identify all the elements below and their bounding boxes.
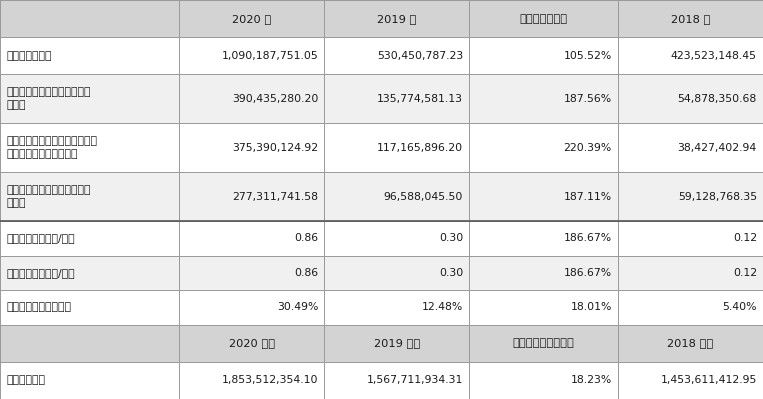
Bar	[469, 221, 618, 256]
Text: 总资产（元）: 总资产（元）	[6, 375, 45, 385]
Bar	[0, 221, 179, 256]
Text: 375,390,124.92: 375,390,124.92	[232, 143, 318, 153]
Text: 1,090,187,751.05: 1,090,187,751.05	[221, 51, 318, 61]
Text: 18.23%: 18.23%	[571, 375, 612, 385]
Text: 187.56%: 187.56%	[564, 94, 612, 104]
Text: 2019 年末: 2019 年末	[374, 338, 420, 348]
Bar	[179, 37, 324, 74]
Bar	[324, 221, 469, 256]
Text: 186.67%: 186.67%	[564, 268, 612, 278]
Text: 营业收入（元）: 营业收入（元）	[6, 51, 52, 61]
Bar	[324, 362, 469, 399]
Text: 38,427,402.94: 38,427,402.94	[678, 143, 757, 153]
Text: 30.49%: 30.49%	[277, 302, 318, 312]
Text: 归属于上市公司股东的扣除非经
常性损益的净利润（元）: 归属于上市公司股东的扣除非经 常性损益的净利润（元）	[6, 136, 97, 159]
Bar	[469, 325, 618, 362]
Text: 0.86: 0.86	[294, 268, 318, 278]
Bar	[469, 172, 618, 221]
Text: 稀释每股收益（元/股）: 稀释每股收益（元/股）	[6, 268, 75, 278]
Bar	[179, 221, 324, 256]
Bar	[0, 172, 179, 221]
Text: 0.12: 0.12	[732, 268, 757, 278]
Text: 390,435,280.20: 390,435,280.20	[232, 94, 318, 104]
Bar	[0, 123, 179, 172]
Text: 2018 年: 2018 年	[671, 14, 710, 24]
Bar	[0, 256, 179, 290]
Text: 2020 年末: 2020 年末	[229, 338, 275, 348]
Text: 1,853,512,354.10: 1,853,512,354.10	[222, 375, 318, 385]
Text: 归属于上市公司股东的净利润
（元）: 归属于上市公司股东的净利润 （元）	[6, 87, 91, 110]
Bar	[469, 256, 618, 290]
Bar	[324, 325, 469, 362]
Bar	[0, 74, 179, 123]
Bar	[618, 290, 763, 325]
Bar	[618, 74, 763, 123]
Bar	[324, 256, 469, 290]
Text: 12.48%: 12.48%	[422, 302, 463, 312]
Bar	[179, 256, 324, 290]
Bar	[0, 290, 179, 325]
Text: 本年比上年增减: 本年比上年增减	[520, 14, 568, 24]
Bar	[469, 0, 618, 37]
Text: 0.86: 0.86	[294, 233, 318, 243]
Bar	[324, 172, 469, 221]
Bar	[618, 0, 763, 37]
Bar	[179, 290, 324, 325]
Bar	[469, 290, 618, 325]
Text: 经营活动产生的现金流量净额
（元）: 经营活动产生的现金流量净额 （元）	[6, 186, 91, 208]
Text: 2020 年: 2020 年	[232, 14, 272, 24]
Bar	[0, 37, 179, 74]
Bar	[0, 325, 179, 362]
Text: 1,453,611,412.95: 1,453,611,412.95	[661, 375, 757, 385]
Bar	[618, 362, 763, 399]
Bar	[469, 123, 618, 172]
Text: 187.11%: 187.11%	[564, 192, 612, 202]
Bar	[469, 37, 618, 74]
Bar	[618, 172, 763, 221]
Text: 186.67%: 186.67%	[564, 233, 612, 243]
Text: 1,567,711,934.31: 1,567,711,934.31	[367, 375, 463, 385]
Text: 5.40%: 5.40%	[723, 302, 757, 312]
Text: 2018 年末: 2018 年末	[668, 338, 713, 348]
Text: 基本每股收益（元/股）: 基本每股收益（元/股）	[6, 233, 75, 243]
Text: 423,523,148.45: 423,523,148.45	[671, 51, 757, 61]
Bar	[179, 325, 324, 362]
Bar	[324, 290, 469, 325]
Text: 135,774,581.13: 135,774,581.13	[377, 94, 463, 104]
Bar	[324, 123, 469, 172]
Bar	[618, 325, 763, 362]
Bar	[179, 123, 324, 172]
Text: 18.01%: 18.01%	[571, 302, 612, 312]
Text: 277,311,741.58: 277,311,741.58	[232, 192, 318, 202]
Text: 530,450,787.23: 530,450,787.23	[377, 51, 463, 61]
Bar	[618, 256, 763, 290]
Text: 0.12: 0.12	[732, 233, 757, 243]
Bar	[324, 0, 469, 37]
Text: 本年末比上年末增减: 本年末比上年末增减	[513, 338, 575, 348]
Text: 54,878,350.68: 54,878,350.68	[678, 94, 757, 104]
Bar	[618, 37, 763, 74]
Bar	[179, 172, 324, 221]
Text: 加权平均净资产收益率: 加权平均净资产收益率	[6, 302, 71, 312]
Bar	[618, 221, 763, 256]
Text: 0.30: 0.30	[439, 233, 463, 243]
Text: 105.52%: 105.52%	[564, 51, 612, 61]
Bar	[179, 0, 324, 37]
Text: 59,128,768.35: 59,128,768.35	[678, 192, 757, 202]
Bar	[0, 0, 179, 37]
Text: 0.30: 0.30	[439, 268, 463, 278]
Text: 220.39%: 220.39%	[564, 143, 612, 153]
Bar	[179, 74, 324, 123]
Text: 117,165,896.20: 117,165,896.20	[377, 143, 463, 153]
Bar	[618, 123, 763, 172]
Text: 96,588,045.50: 96,588,045.50	[384, 192, 463, 202]
Bar	[469, 74, 618, 123]
Bar	[324, 74, 469, 123]
Bar	[324, 37, 469, 74]
Bar	[179, 362, 324, 399]
Bar	[469, 362, 618, 399]
Text: 2019 年: 2019 年	[377, 14, 417, 24]
Bar	[0, 362, 179, 399]
